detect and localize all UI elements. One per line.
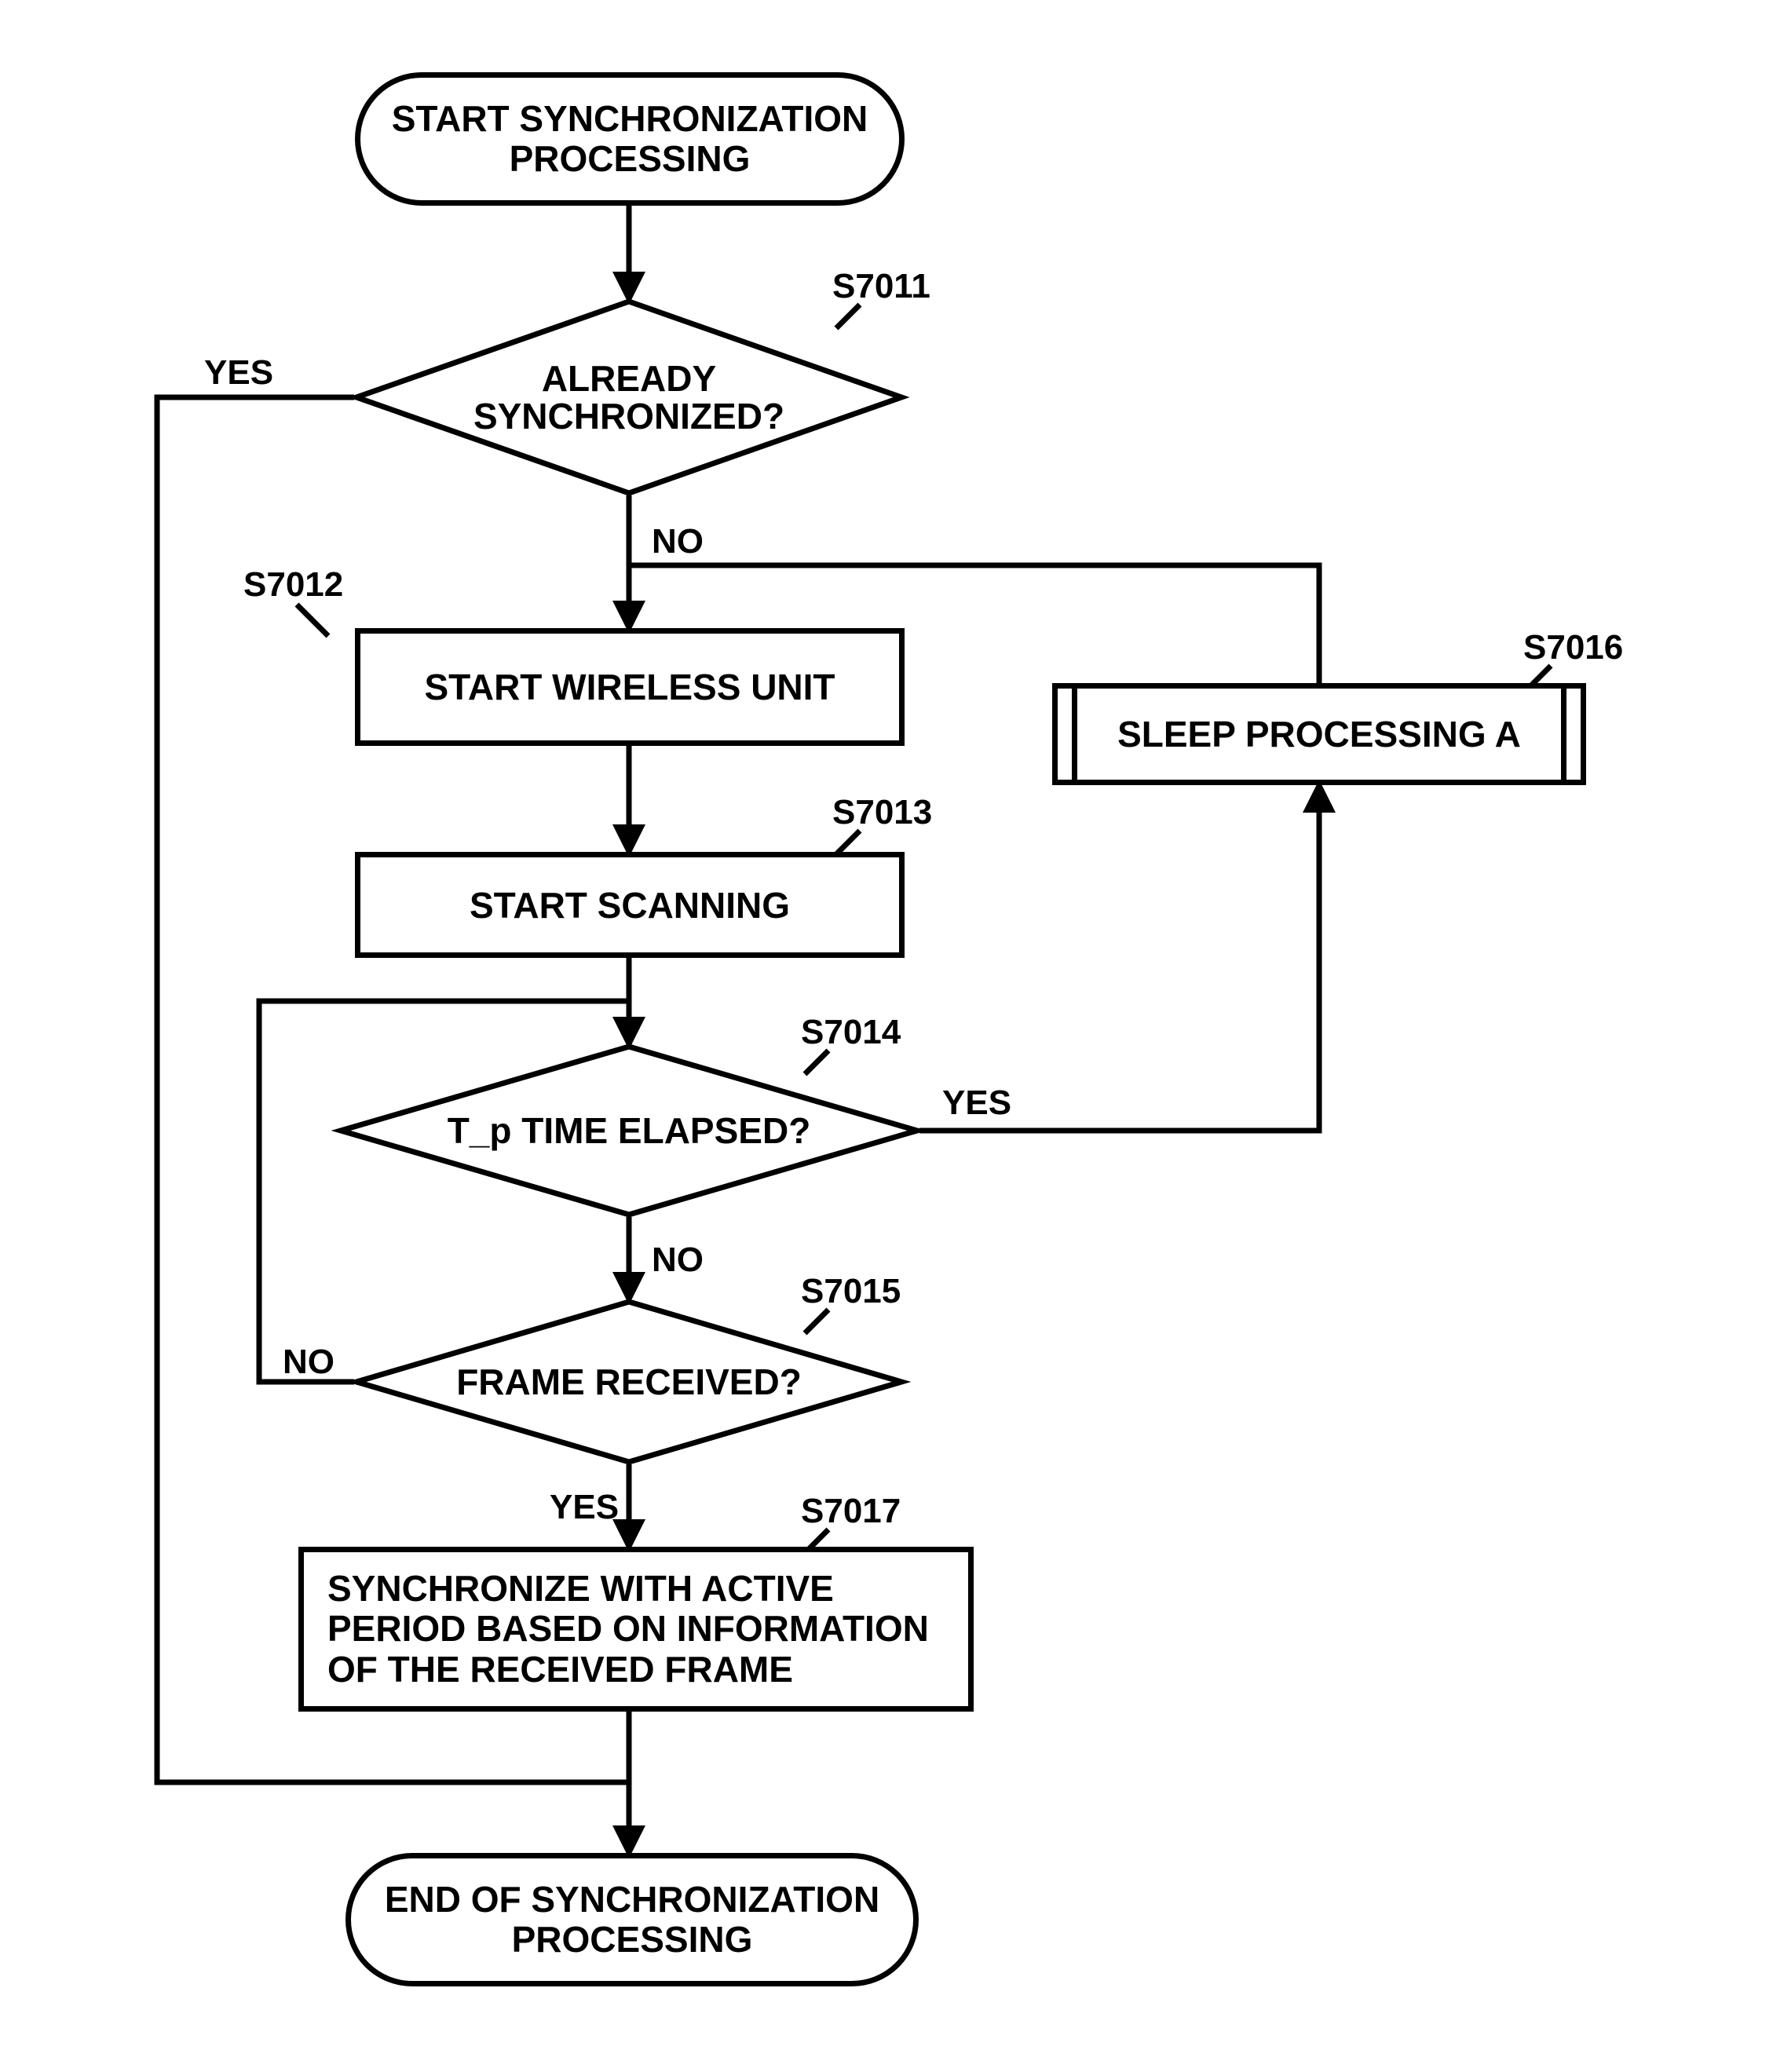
- branch-label-yes-2-text: YES: [942, 1084, 1011, 1122]
- step-label-s7016-text: S7016: [1523, 628, 1623, 667]
- flowchart-canvas: START SYNCHRONIZATIONPROCESSING ALREADYS…: [0, 0, 1773, 2072]
- step-label-s7013: S7013: [832, 793, 932, 832]
- branch-label-no-3: NO: [283, 1343, 334, 1382]
- step-label-s7011: S7011: [832, 267, 930, 306]
- decision-tp-elapsed: [338, 1044, 919, 1217]
- step-label-s7011-text: S7011: [832, 267, 930, 305]
- subprocess-sleep-a: SLEEP PROCESSING A: [1052, 683, 1586, 785]
- branch-label-yes-1: YES: [204, 353, 273, 393]
- branch-label-no-1-text: NO: [652, 522, 704, 561]
- edge-s7013-tick: [836, 831, 860, 854]
- end-terminal: END OF SYNCHRONIZATIONPROCESSING: [345, 1853, 919, 1986]
- step-label-s7014-text: S7014: [801, 1013, 901, 1051]
- branch-label-no-2-text: NO: [652, 1241, 704, 1279]
- decision-already-synchronized: [354, 299, 904, 495]
- step-label-s7017: S7017: [801, 1492, 901, 1531]
- branch-label-yes-2: YES: [942, 1084, 1011, 1123]
- process-start-scanning-text: START SCANNING: [470, 884, 790, 926]
- branch-label-yes-3-text: YES: [550, 1488, 619, 1526]
- process-start-wireless: START WIRELESS UNIT: [355, 628, 905, 746]
- process-start-wireless-text: START WIRELESS UNIT: [424, 666, 835, 708]
- process-synchronize-frame-text: SYNCHRONIZE WITH ACTIVEPERIOD BASED ON I…: [327, 1569, 929, 1690]
- start-text: START SYNCHRONIZATIONPROCESSING: [392, 99, 868, 178]
- step-label-s7017-text: S7017: [801, 1492, 901, 1530]
- branch-label-no-2: NO: [652, 1241, 704, 1280]
- step-label-s7016: S7016: [1523, 628, 1623, 667]
- step-label-s7012-text: S7012: [243, 565, 343, 604]
- step-label-s7012: S7012: [243, 565, 343, 605]
- step-label-s7013-text: S7013: [832, 793, 932, 831]
- branch-label-no-1: NO: [652, 522, 704, 561]
- edge-s7012-tick: [297, 605, 328, 636]
- subprocess-sleep-text: SLEEP PROCESSING A: [1117, 713, 1521, 755]
- branch-label-no-3-text: NO: [283, 1343, 334, 1381]
- end-text: END OF SYNCHRONIZATIONPROCESSING: [385, 1880, 879, 1959]
- step-label-s7015: S7015: [801, 1272, 901, 1311]
- process-start-scanning: START SCANNING: [355, 852, 905, 958]
- edge-tp-yes-to-sleep: [919, 785, 1319, 1131]
- step-label-s7015-text: S7015: [801, 1272, 901, 1310]
- step-label-s7014: S7014: [801, 1013, 901, 1052]
- branch-label-yes-3: YES: [550, 1488, 619, 1527]
- branch-label-yes-1-text: YES: [204, 353, 273, 392]
- decision-frame-received: [354, 1299, 904, 1464]
- start-terminal: START SYNCHRONIZATIONPROCESSING: [355, 72, 905, 206]
- process-synchronize-frame: SYNCHRONIZE WITH ACTIVEPERIOD BASED ON I…: [298, 1547, 974, 1712]
